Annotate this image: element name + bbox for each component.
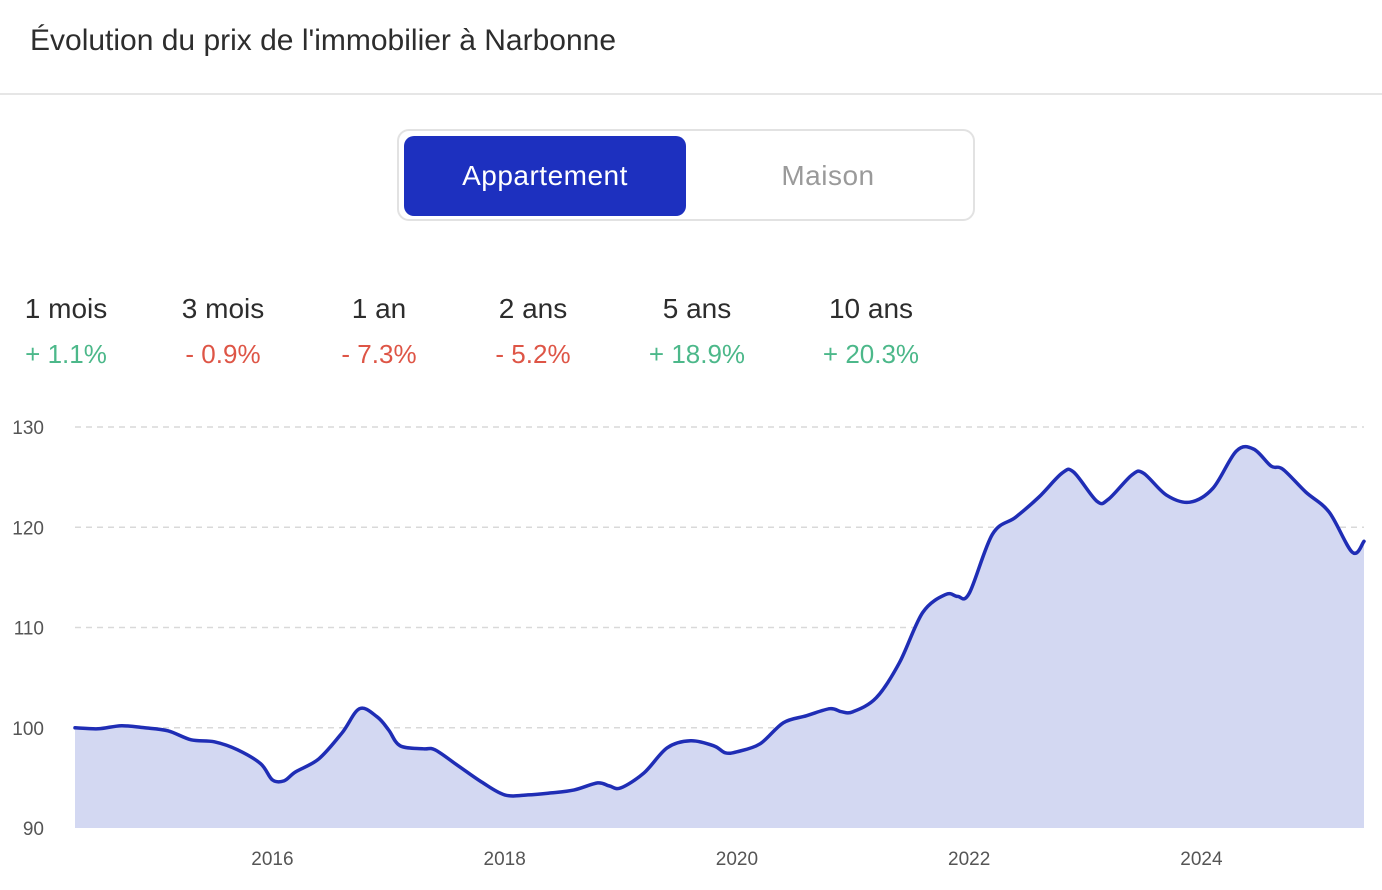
stat-value: - 0.9% — [185, 339, 261, 369]
y-tick-label: 120 — [12, 518, 44, 539]
y-tick-label: 100 — [12, 719, 44, 740]
property-type-toggle: Appartement Maison — [397, 129, 975, 221]
stat-3-mois: 3 mois - 0.9% — [138, 290, 308, 376]
stat-value: + 18.9% — [648, 339, 746, 369]
grid-lines — [75, 426, 1364, 729]
stat-label: 1 an — [351, 293, 407, 324]
y-axis-labels: 90 100 110 120 130 — [12, 418, 44, 840]
stat-label: 3 mois — [181, 293, 265, 324]
stat-value: + 20.3% — [822, 339, 920, 369]
x-axis-labels: 2016 2018 2020 2022 2024 — [251, 849, 1223, 870]
page-title: Évolution du prix de l'immobilier à Narb… — [30, 24, 617, 57]
stat-value: - 7.3% — [341, 339, 417, 369]
stat-label: 1 mois — [24, 293, 108, 324]
stat-label: 2 ans — [498, 293, 568, 324]
stat-5-ans: 5 ans + 18.9% — [612, 290, 782, 376]
stat-value: + 1.1% — [25, 339, 107, 369]
stat-1-mois: 1 mois + 1.1% — [0, 290, 151, 376]
x-tick-label: 2022 — [948, 849, 990, 870]
stat-label: 5 ans — [662, 293, 732, 324]
stat-1-an: 1 an - 7.3% — [294, 290, 464, 376]
x-tick-label: 2020 — [716, 849, 758, 870]
price-area — [75, 446, 1364, 828]
price-chart: 90 100 110 120 130 2016 2018 2020 2022 2024 — [12, 418, 1366, 870]
x-tick-label: 2024 — [1180, 849, 1223, 870]
stat-label: 10 ans — [828, 293, 914, 324]
y-tick-label: 110 — [14, 619, 44, 640]
stat-value: - 5.2% — [495, 339, 571, 369]
x-tick-label: 2018 — [484, 849, 526, 870]
header: Évolution du prix de l'immobilier à Narb… — [0, 0, 1382, 95]
price-line — [73, 444, 1366, 798]
stat-2-ans: 2 ans - 5.2% — [448, 290, 618, 376]
stat-10-ans: 10 ans + 20.3% — [786, 290, 956, 376]
y-tick-label: 130 — [12, 418, 44, 439]
maison-button[interactable]: Maison — [781, 160, 875, 191]
appartement-button[interactable]: Appartement — [404, 136, 686, 216]
y-tick-label: 90 — [23, 819, 44, 840]
x-tick-label: 2016 — [251, 849, 293, 870]
